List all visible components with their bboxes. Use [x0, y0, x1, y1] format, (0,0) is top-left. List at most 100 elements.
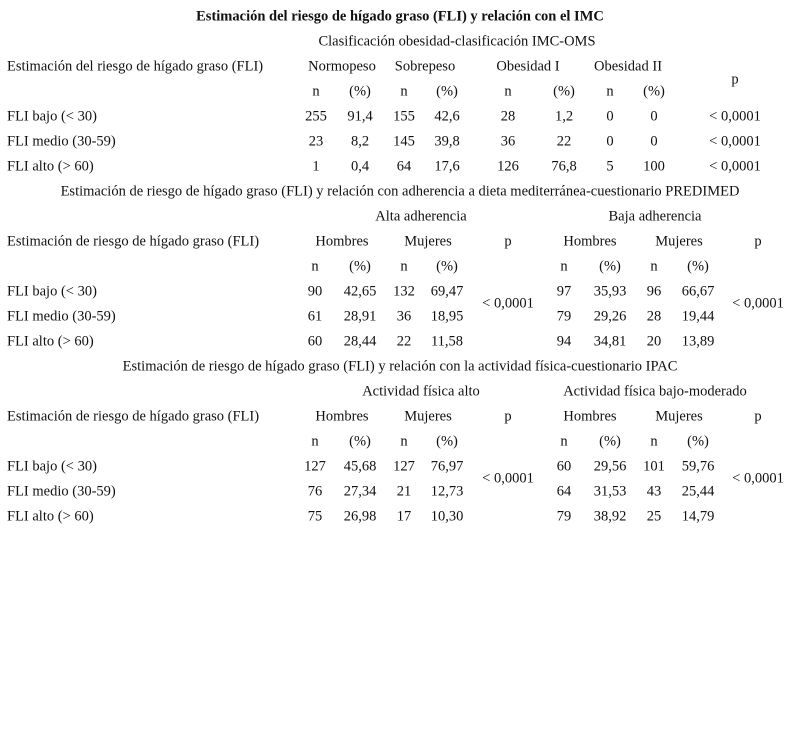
- page-title: Estimación del riesgo de hígado graso (F…: [196, 8, 604, 25]
- column-header: Mujeres: [655, 408, 703, 425]
- cell-value: 42,6: [434, 108, 460, 125]
- row-label: FLI alto (> 60): [7, 158, 94, 175]
- cell-value: 91,4: [347, 108, 373, 125]
- cell-value: 127: [393, 458, 415, 475]
- cell-value: 60: [556, 458, 572, 475]
- subheader: n: [606, 83, 614, 100]
- row-header: Estimación de riesgo de hígado graso (FL…: [7, 233, 260, 250]
- column-header: Mujeres: [404, 408, 452, 425]
- subheader: n: [311, 258, 319, 275]
- cell-value: 31,53: [593, 483, 627, 500]
- section-title: Estimación de riesgo de hígado graso (FL…: [60, 183, 740, 200]
- cell-value: 39,8: [434, 133, 460, 150]
- cell-value: 94: [556, 333, 572, 350]
- cell-value: 38,92: [593, 508, 627, 525]
- cell-value: 10,30: [430, 508, 464, 525]
- cell-value: 66,67: [681, 283, 715, 300]
- column-header: Hombres: [315, 408, 369, 425]
- p-value: < 0,0001: [482, 470, 534, 487]
- subheader: (%): [436, 83, 458, 100]
- subheader: (%): [687, 258, 709, 275]
- cell-value: 18,95: [430, 308, 464, 325]
- column-header: Obesidad I: [496, 58, 560, 75]
- row-label: FLI alto (> 60): [7, 508, 94, 525]
- subheader: n: [560, 258, 568, 275]
- column-header: Hombres: [563, 233, 617, 250]
- cell-value: 20: [646, 333, 662, 350]
- cell-value: 101: [643, 458, 665, 475]
- column-header: Hombres: [563, 408, 617, 425]
- row-label: FLI medio (30-59): [7, 483, 116, 500]
- p-value: < 0,0001: [709, 133, 761, 150]
- subheader: (%): [349, 258, 371, 275]
- cell-value: 127: [304, 458, 326, 475]
- column-header: Obesidad II: [593, 58, 663, 75]
- cell-value: 0: [606, 108, 614, 125]
- cell-value: 25,44: [681, 483, 715, 500]
- cell-value: 29,56: [593, 458, 627, 475]
- subheader: n: [504, 83, 512, 100]
- cell-value: 79: [556, 308, 572, 325]
- cell-value: 25: [646, 508, 662, 525]
- subheader: (%): [436, 258, 458, 275]
- group-header: Actividad física alto: [362, 383, 480, 400]
- row-label: FLI medio (30-59): [7, 308, 116, 325]
- cell-value: 69,47: [430, 283, 464, 300]
- subheader: (%): [349, 433, 371, 450]
- cell-value: 126: [497, 158, 519, 175]
- subheader: (%): [436, 433, 458, 450]
- column-header: Mujeres: [655, 233, 703, 250]
- cell-value: 1: [312, 158, 320, 175]
- cell-value: 96: [646, 283, 662, 300]
- cell-value: 90: [307, 283, 323, 300]
- cell-value: 34,81: [593, 333, 627, 350]
- subheader: (%): [687, 433, 709, 450]
- cell-value: 17: [396, 508, 412, 525]
- subheader: n: [311, 433, 319, 450]
- p-value: < 0,0001: [732, 470, 784, 487]
- cell-value: 26,98: [343, 508, 377, 525]
- cell-value: 36: [500, 133, 516, 150]
- cell-value: 64: [556, 483, 572, 500]
- cell-value: 100: [643, 158, 665, 175]
- group-header: Baja adherencia: [608, 208, 702, 225]
- cell-value: 5: [606, 158, 614, 175]
- cell-value: 29,26: [593, 308, 627, 325]
- subheader: n: [650, 258, 658, 275]
- p-value: < 0,0001: [482, 295, 534, 312]
- cell-value: 59,76: [681, 458, 715, 475]
- column-header: Normopeso: [308, 58, 376, 75]
- cell-value: 28,44: [343, 333, 377, 350]
- cell-value: 14,79: [681, 508, 715, 525]
- cell-value: 36: [396, 308, 412, 325]
- subheader: (%): [643, 83, 665, 100]
- row-label: FLI bajo (< 30): [7, 108, 97, 125]
- column-header: p: [754, 233, 762, 250]
- row-header: Estimación de riesgo de hígado graso (FL…: [7, 408, 260, 425]
- cell-value: 11,58: [430, 333, 464, 350]
- group-header: Clasificación obesidad-clasificación IMC…: [318, 33, 596, 50]
- cell-value: 76,97: [430, 458, 464, 475]
- cell-value: 1,2: [554, 108, 574, 125]
- cell-value: 75: [307, 508, 323, 525]
- cell-value: 22: [556, 133, 572, 150]
- column-header: p: [754, 408, 762, 425]
- cell-value: 0,4: [350, 158, 370, 175]
- p-value: < 0,0001: [732, 295, 784, 312]
- cell-value: 76: [307, 483, 323, 500]
- cell-value: 0: [606, 133, 614, 150]
- subheader: (%): [599, 433, 621, 450]
- cell-value: 61: [307, 308, 323, 325]
- group-header: Alta adherencia: [375, 208, 467, 225]
- column-header: Hombres: [315, 233, 369, 250]
- cell-value: 19,44: [681, 308, 715, 325]
- subheader: n: [650, 433, 658, 450]
- cell-value: 35,93: [593, 283, 627, 300]
- row-label: FLI bajo (< 30): [7, 458, 97, 475]
- subheader: n: [560, 433, 568, 450]
- cell-value: 43: [646, 483, 662, 500]
- cell-value: 155: [393, 108, 415, 125]
- cell-value: 64: [396, 158, 412, 175]
- cell-value: 0: [650, 133, 658, 150]
- cell-value: 23: [308, 133, 324, 150]
